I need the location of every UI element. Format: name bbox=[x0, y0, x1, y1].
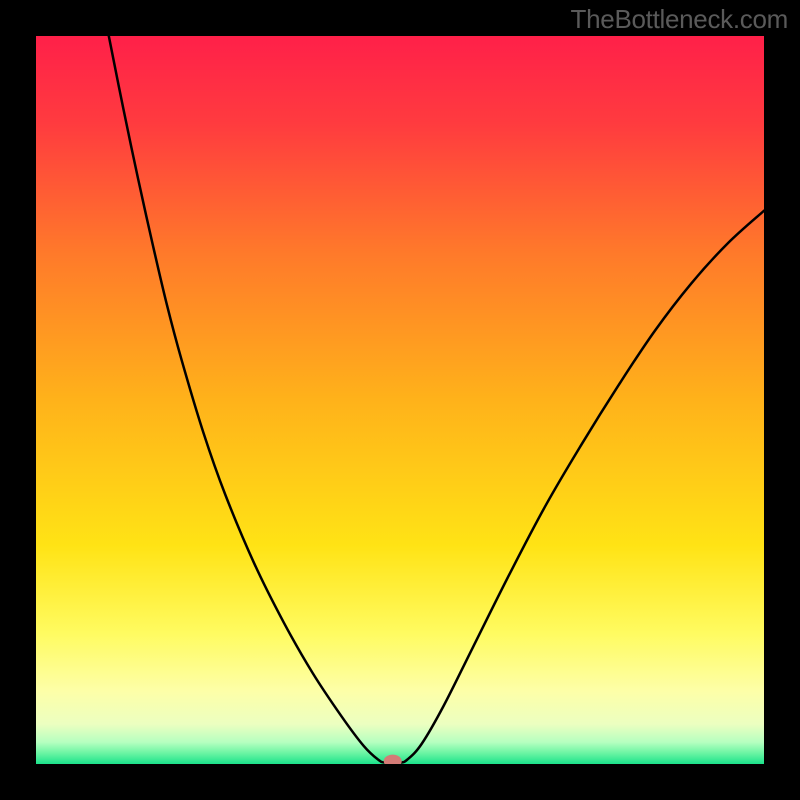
bottleneck-chart bbox=[0, 0, 800, 800]
plot-background bbox=[36, 36, 764, 764]
watermark-text: TheBottleneck.com bbox=[571, 4, 788, 35]
chart-container: TheBottleneck.com bbox=[0, 0, 800, 800]
